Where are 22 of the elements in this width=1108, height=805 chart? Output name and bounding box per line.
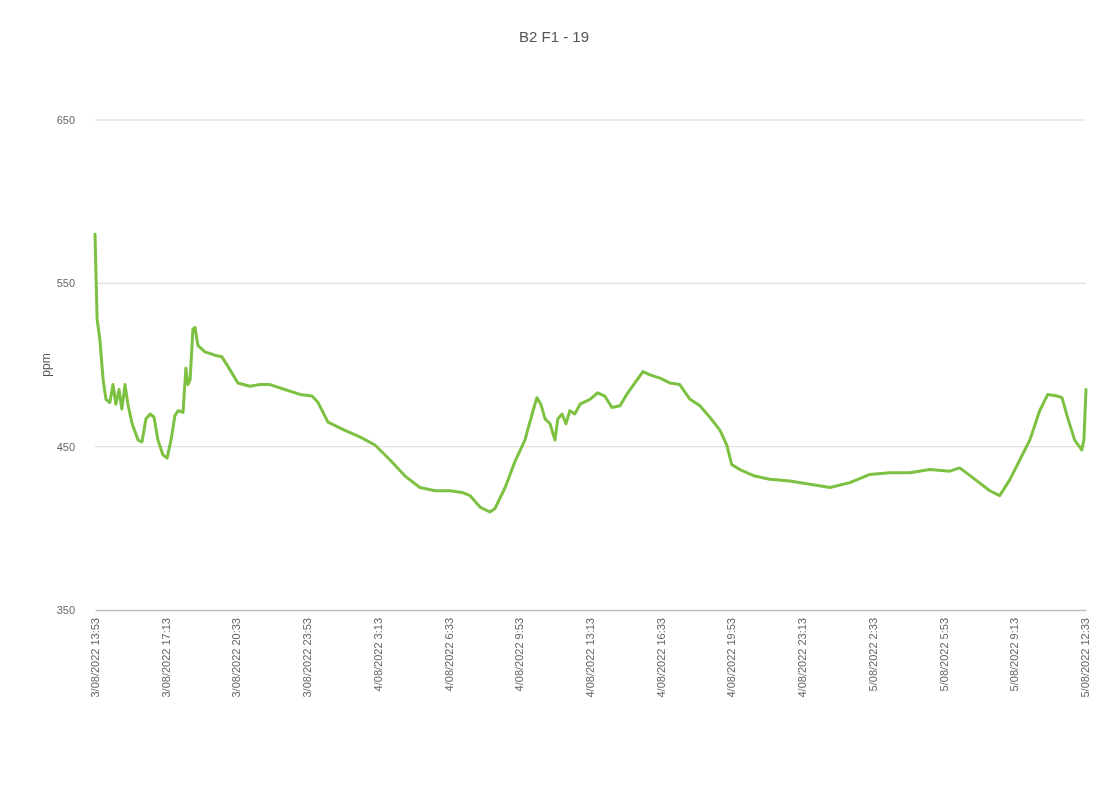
x-tick-label: 5/08/2022 5:53 [937, 618, 950, 692]
y-tick-label: 650 [56, 114, 75, 127]
y-tick-label: 450 [56, 440, 75, 453]
x-tick-label: 3/08/2022 23:53 [301, 618, 314, 698]
x-tick-label: 3/08/2022 20:33 [230, 618, 243, 698]
x-tick-label: 5/08/2022 2:33 [866, 618, 879, 692]
x-tick-label: 4/08/2022 23:13 [796, 618, 809, 698]
y-axis-title: ppm [39, 353, 53, 377]
line-series [93, 232, 1088, 514]
x-tick-label: 3/08/2022 17:13 [159, 618, 172, 698]
chart-title: B2 F1 - 19 [518, 28, 590, 45]
y-tick-label: 550 [56, 277, 75, 290]
x-tick-label: 4/08/2022 16:33 [654, 618, 667, 698]
x-tick-label: 4/08/2022 3:13 [371, 618, 384, 692]
x-tick-label: 4/08/2022 9:53 [513, 618, 526, 692]
x-tick-label: 5/08/2022 9:13 [1008, 618, 1021, 692]
x-tick-label: 3/08/2022 13:53 [89, 618, 102, 698]
x-tick-label: 5/08/2022 12:33 [1078, 618, 1091, 698]
y-tick-label: 350 [56, 604, 75, 617]
x-tick-label: 4/08/2022 6:33 [442, 618, 455, 692]
x-tick-label: 4/08/2022 13:13 [583, 618, 596, 698]
x-tick-label: 4/08/2022 19:53 [725, 618, 738, 698]
